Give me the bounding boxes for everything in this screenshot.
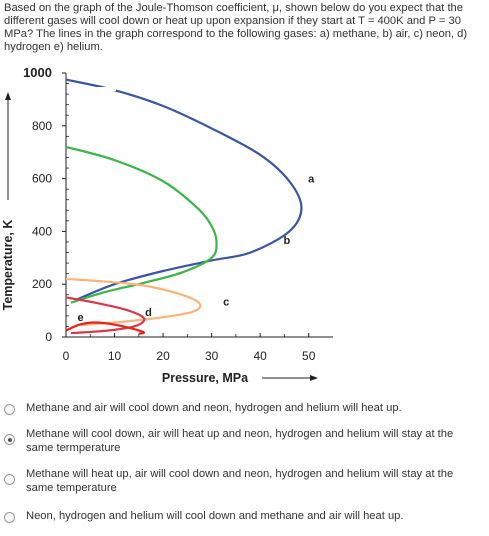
- series-c-line: [65, 277, 202, 327]
- joule-thomson-chart: 0 200 400 600 800 1000 0 10 20 30 40 50 Pressure, MP…: [1, 65, 333, 385]
- y-axis-arrowhead: [5, 92, 11, 100]
- curve-label-c: c: [223, 296, 229, 308]
- x-tick-label: 20: [156, 349, 170, 363]
- curve-label-a: a: [308, 174, 315, 186]
- option-3-radio[interactable]: [4, 474, 15, 485]
- y-tick-label: 0: [45, 330, 52, 344]
- y-tick-label: 1000: [23, 65, 52, 80]
- y-tick-label: 200: [32, 277, 52, 291]
- x-tick-label: 50: [302, 349, 316, 363]
- x-tick-label: 0: [63, 349, 70, 363]
- option-2-radio[interactable]: [4, 434, 15, 445]
- option-1-label[interactable]: Methane and air will cool down and neon,…: [26, 402, 402, 414]
- x-tick-label: 40: [254, 349, 268, 363]
- y-tick-label: 800: [32, 119, 52, 133]
- curve-label-b: b: [284, 235, 291, 247]
- y-tick-label: 400: [32, 224, 52, 238]
- option-4-radio[interactable]: [4, 512, 15, 523]
- series-a-line: [65, 78, 303, 302]
- x-tick-label: 10: [108, 349, 122, 363]
- option-2-label[interactable]: Methane will cool down, air will heat up…: [26, 428, 454, 454]
- x-tick-label: 30: [205, 349, 219, 363]
- curve-label-d: d: [145, 307, 152, 319]
- option-3-label[interactable]: Methane will heat up, air will cool down…: [26, 468, 454, 494]
- option-1-radio[interactable]: [4, 404, 15, 415]
- y-tick-label: 600: [32, 172, 52, 186]
- series-d-line: [65, 296, 146, 335]
- series-e-line: [65, 321, 146, 335]
- series-b-line: [65, 145, 218, 304]
- option-4-label[interactable]: Neon, hydrogen and helium will cool down…: [26, 510, 404, 522]
- x-axis-label: Pressure, MPa: [162, 371, 249, 385]
- label-mask: [90, 87, 116, 91]
- y-axis-label: Temperature, K: [1, 220, 15, 311]
- x-axis-arrowhead: [310, 375, 318, 381]
- question-text: Based on the graph of the Joule-Thomson …: [4, 2, 468, 53]
- curve-label-e: e: [78, 312, 84, 324]
